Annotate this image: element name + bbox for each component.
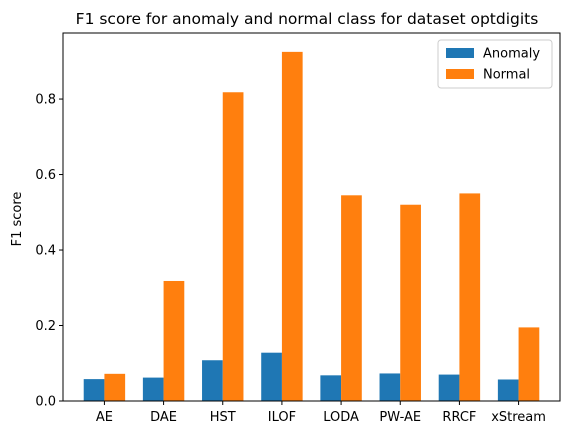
y-tick-label: 0.8 — [35, 93, 56, 108]
bar-normal-xstream — [518, 327, 540, 401]
bar-normal-dae — [163, 280, 185, 401]
x-tick-label: AE — [96, 410, 113, 425]
legend-swatch-normal — [446, 69, 474, 79]
y-tick-label: 0.4 — [35, 244, 56, 259]
y-tick-label: 0.2 — [35, 319, 56, 334]
bar-anomaly-pw-ae — [379, 373, 401, 401]
x-tick-label: RRCF — [442, 410, 476, 425]
bar-anomaly-ilof — [261, 352, 282, 401]
x-tick-label: ILOF — [268, 410, 296, 425]
bar-normal-ilof — [281, 51, 303, 402]
bar-anomaly-rrcf — [438, 374, 460, 401]
y-tick-label: 0.0 — [35, 395, 56, 410]
legend: Anomaly Normal — [437, 39, 553, 89]
x-tick-label: HST — [210, 410, 236, 425]
bar-normal-ae — [104, 373, 126, 401]
x-tick-label: xStream — [491, 410, 546, 425]
plot-frame — [62, 32, 561, 402]
bar-normal-pw-ae — [400, 204, 421, 401]
chart-title: F1 score for anomaly and normal class fo… — [76, 10, 539, 28]
x-tick-label: LODA — [323, 410, 359, 425]
bar-normal-loda — [341, 195, 362, 401]
bar-anomaly-ae — [83, 379, 105, 401]
bar-normal-hst — [222, 92, 244, 401]
x-tick-label: DAE — [150, 410, 177, 425]
bar-anomaly-dae — [142, 377, 164, 401]
legend-label-normal: Normal — [483, 68, 530, 83]
y-tick-label: 0.6 — [35, 168, 56, 183]
bar-anomaly-loda — [320, 375, 342, 401]
legend-swatch-anomaly — [446, 48, 474, 58]
bar-anomaly-hst — [202, 360, 223, 401]
legend-label-anomaly: Anomaly — [483, 47, 540, 62]
plot-area: 0.0 0.2 0.4 0.6 0.8 AE DAE HST ILOF LODA PW-AE RRCF… — [35, 32, 561, 425]
y-axis-label: F1 score — [10, 192, 25, 247]
bar-normal-rrcf — [459, 193, 481, 401]
bar-anomaly-xstream — [497, 379, 519, 401]
x-tick-label: PW-AE — [379, 410, 421, 425]
